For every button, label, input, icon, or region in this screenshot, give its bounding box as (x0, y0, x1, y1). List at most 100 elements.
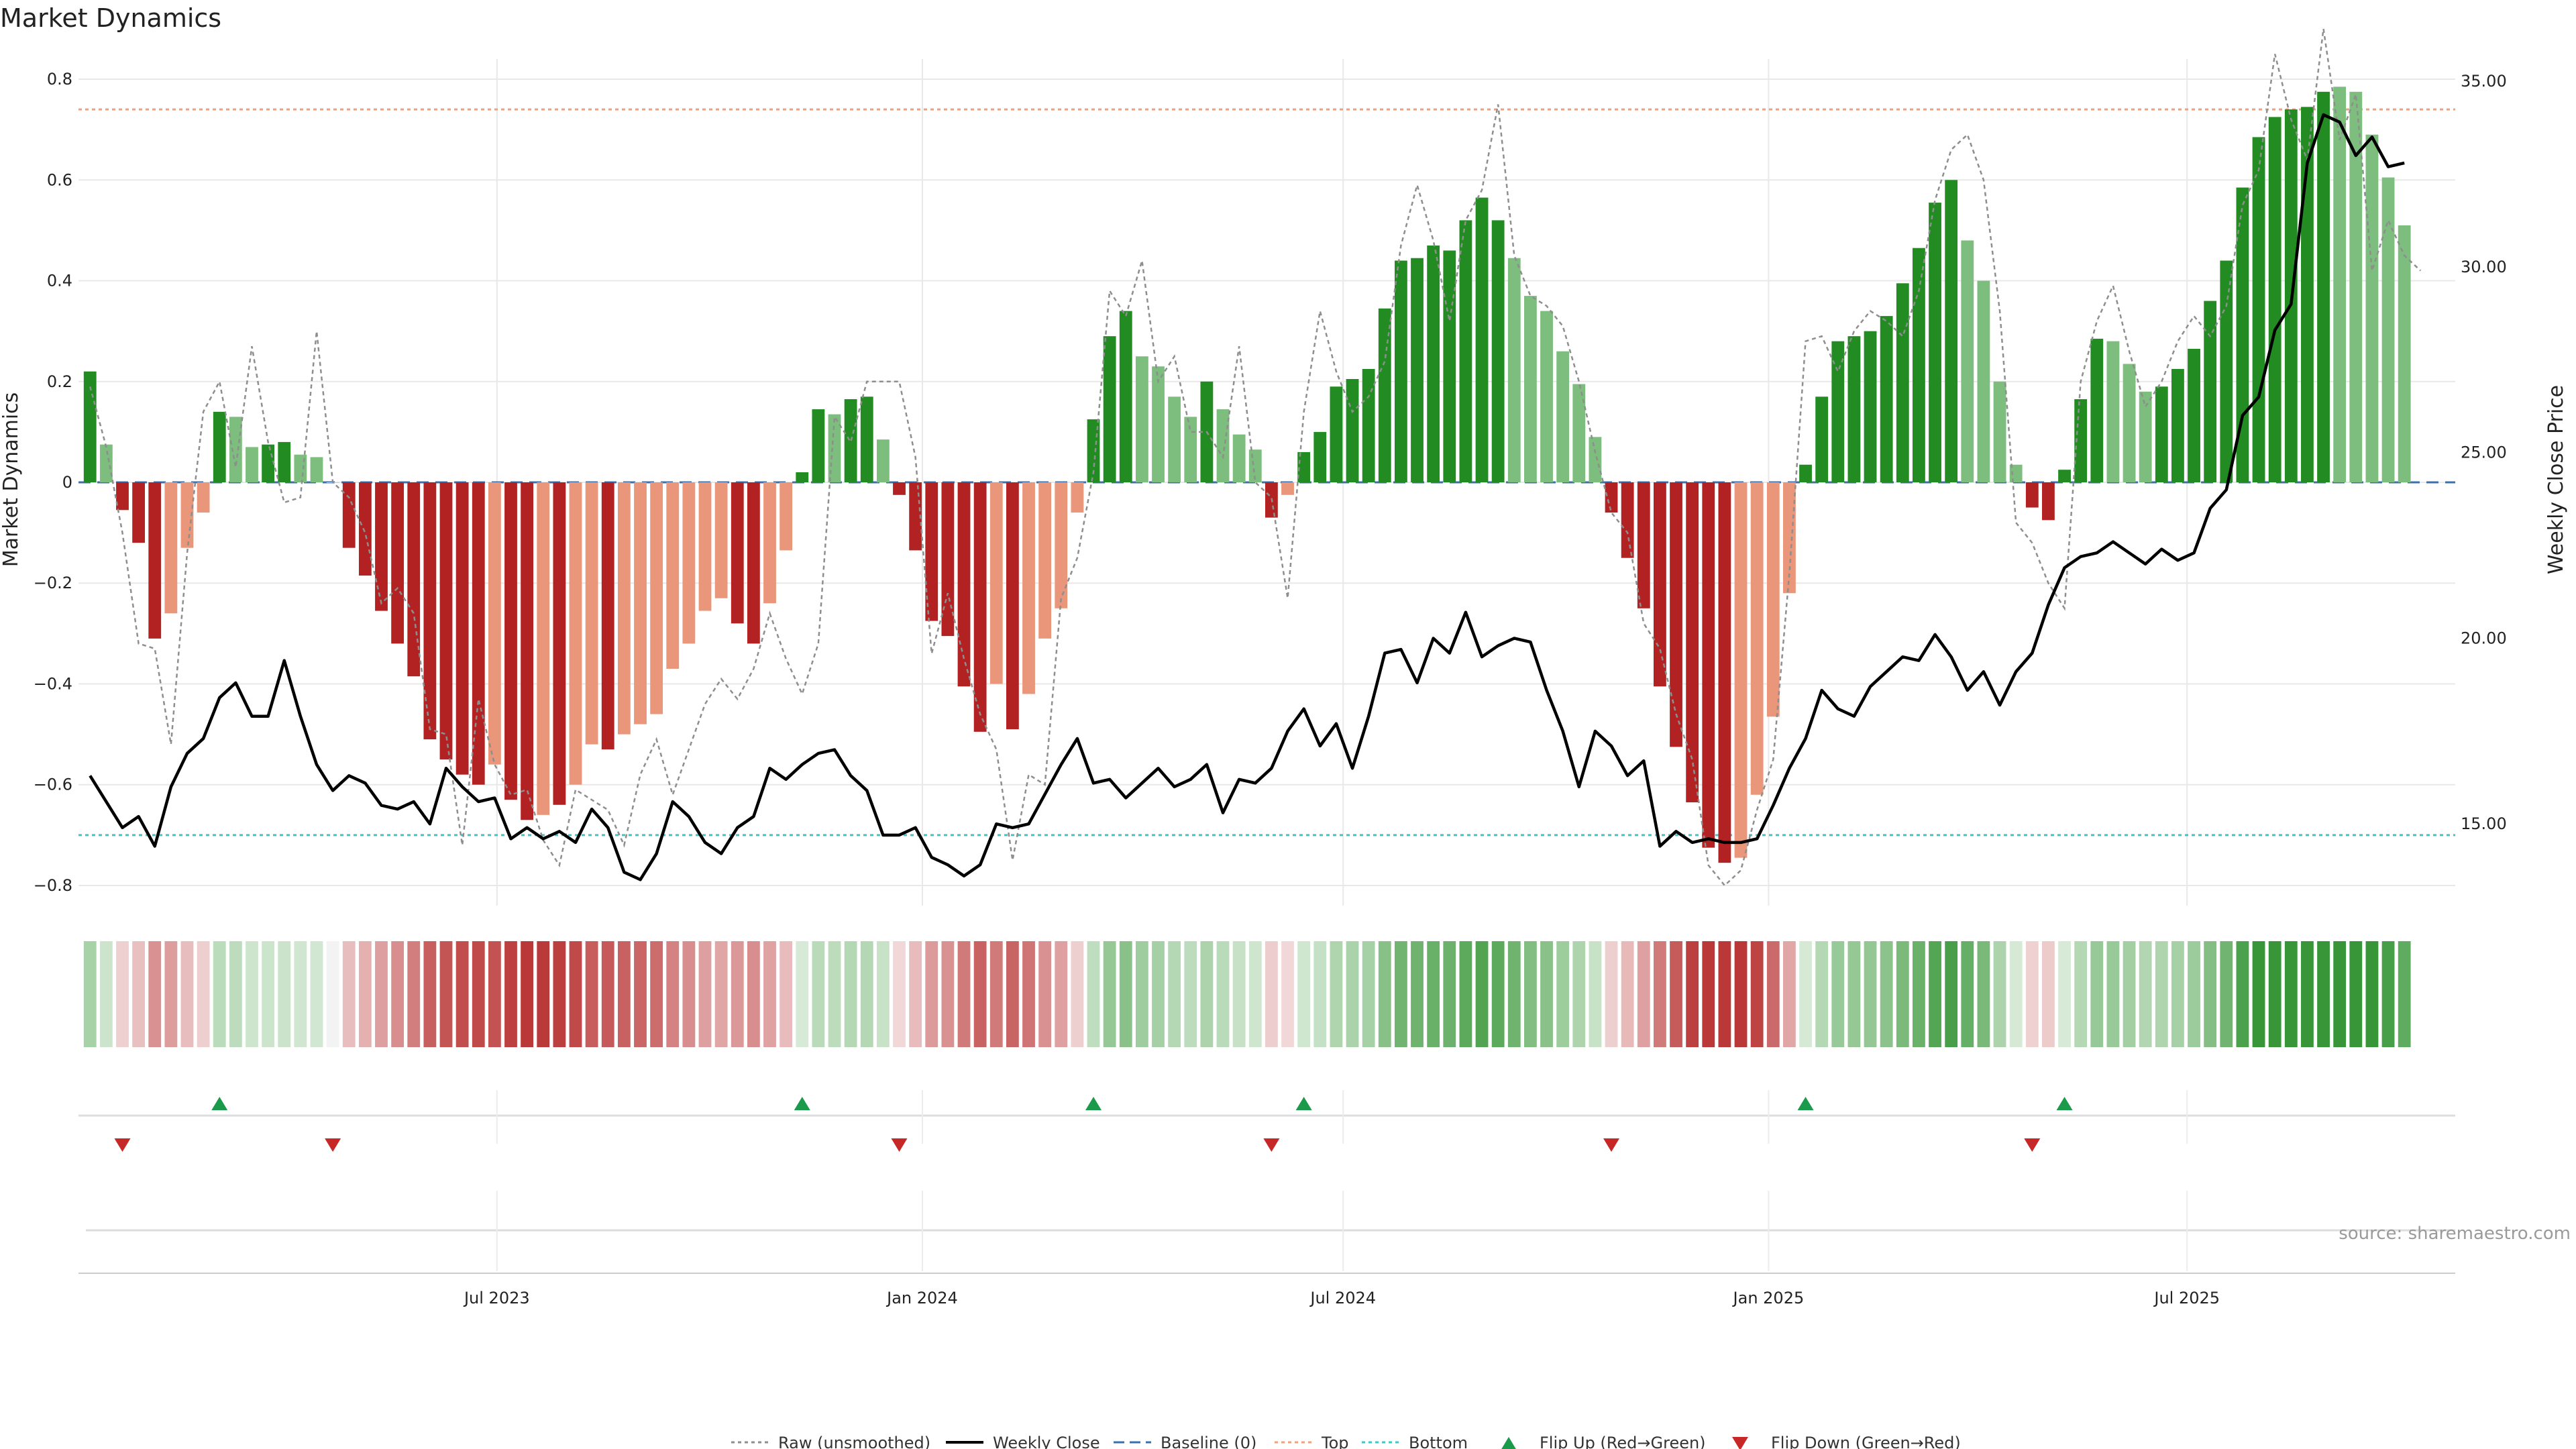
heat-cell (1929, 941, 1941, 1047)
heat-cell (1055, 941, 1068, 1047)
heat-cell (957, 941, 971, 1047)
dynamics-bar (1232, 434, 1246, 482)
heat-cell (1411, 941, 1424, 1047)
heat-cell (1006, 941, 1019, 1047)
heat-cell (1152, 941, 1165, 1047)
heat-cell (2171, 941, 2184, 1047)
heat-cell (1734, 941, 1748, 1047)
heat-cell (472, 941, 485, 1047)
dynamics-bar (1459, 220, 1472, 482)
heat-cell (99, 941, 113, 1047)
heat-cell (1362, 941, 1375, 1047)
dynamics-bar (1038, 482, 1052, 639)
heat-cell (2317, 941, 2330, 1047)
dynamics-bar (1702, 482, 1715, 848)
heat-cell (439, 941, 453, 1047)
heat-cell (1475, 941, 1489, 1047)
dynamics-bar (553, 482, 566, 805)
dynamics-bar (1782, 482, 1796, 594)
heat-cell (1589, 941, 1602, 1047)
heat-cell (2365, 941, 2379, 1047)
dynamics-bar (2025, 482, 2039, 508)
dynamics-bar (925, 482, 938, 621)
heat-cell (1378, 941, 1391, 1047)
heat-cell (1119, 941, 1132, 1047)
heat-cell (213, 941, 226, 1047)
dynamics-bar (1427, 245, 1440, 482)
heat-cell (2349, 941, 2363, 1047)
dynamics-bar (909, 482, 922, 551)
dynamics-bar (1022, 482, 1035, 694)
dynamics-bar (537, 482, 550, 815)
dynamics-bar (2398, 225, 2411, 482)
dynamics-bar (1847, 336, 1861, 482)
heat-cell (1880, 941, 1893, 1047)
heat-cell (893, 941, 906, 1047)
heat-cell (1248, 941, 1262, 1047)
dynamics-bar (213, 411, 226, 482)
dynamics-bar (1330, 386, 1343, 482)
heat-cell (682, 941, 696, 1047)
dynamics-bar (83, 371, 97, 482)
dynamics-bar (2042, 482, 2055, 521)
dynamics-bar (569, 482, 582, 785)
dynamics-bar (310, 457, 323, 482)
heat-cell (1135, 941, 1148, 1047)
dynamics-bar (585, 482, 598, 745)
heat-cell (973, 941, 987, 1047)
dynamics-bar (714, 482, 728, 598)
heat-cell (2268, 941, 2282, 1047)
dynamics-bar (876, 439, 890, 482)
heat-cell (2123, 941, 2136, 1047)
heat-cell (1491, 941, 1505, 1047)
dynamics-bar (262, 444, 275, 482)
heat-cell (876, 941, 890, 1047)
y-tick-label: −0.8 (34, 876, 72, 895)
heat-cell (601, 941, 614, 1047)
left-axis-label: Market Dynamics (0, 392, 23, 568)
dynamics-bar (1556, 351, 1570, 482)
dynamics-bar (116, 482, 129, 511)
legend-label: Bottom (1409, 1434, 1468, 1449)
heat-cell (246, 941, 258, 1047)
raw-series (89, 28, 2422, 887)
heat-cell (2333, 941, 2347, 1047)
y-tick-label: 0.6 (47, 170, 72, 189)
dynamics-bar (407, 482, 421, 677)
flip-down-marker (325, 1138, 341, 1152)
dynamics-bar (1313, 431, 1327, 482)
heat-cell (2204, 941, 2217, 1047)
heat-cell (2139, 941, 2152, 1047)
heat-cell (1297, 941, 1311, 1047)
heat-cell (1232, 941, 1246, 1047)
dynamics-bar (521, 482, 534, 820)
heat-cell (1556, 941, 1570, 1047)
heat-cell (2009, 941, 2023, 1047)
legend-item: Raw (unsmoothed) (731, 1434, 930, 1449)
heat-cell (1605, 941, 1618, 1047)
flip-down-marker (891, 1138, 908, 1152)
legend: Raw (unsmoothed) Weekly Close Baseline (0)… (731, 1434, 1961, 1449)
dynamics-bar (1119, 311, 1132, 482)
heat-cell (1572, 941, 1586, 1047)
dynamics-bar (2139, 391, 2152, 482)
heat-cell (1184, 941, 1197, 1047)
heat-cell (1103, 941, 1116, 1047)
right-y-axis: 35.00 30.00 25.00 20.00 15.00 (2461, 72, 2507, 833)
dynamics-bar (780, 482, 793, 551)
weekly-close-line (89, 113, 2405, 881)
heat-cell (1782, 941, 1796, 1047)
heat-cell (1427, 941, 1440, 1047)
dynamics-bar (1913, 248, 1925, 482)
dynamics-bar (2171, 368, 2184, 482)
dynamics-bar (1653, 482, 1666, 687)
heat-cell (537, 941, 550, 1047)
legend-label: Raw (unsmoothed) (778, 1434, 930, 1449)
dynamics-bar (164, 482, 178, 614)
heat-cell (1507, 941, 1521, 1047)
heat-cell (666, 941, 680, 1047)
heat-cell (714, 941, 728, 1047)
dynamics-bar (1670, 482, 1682, 747)
heat-cell (812, 941, 825, 1047)
